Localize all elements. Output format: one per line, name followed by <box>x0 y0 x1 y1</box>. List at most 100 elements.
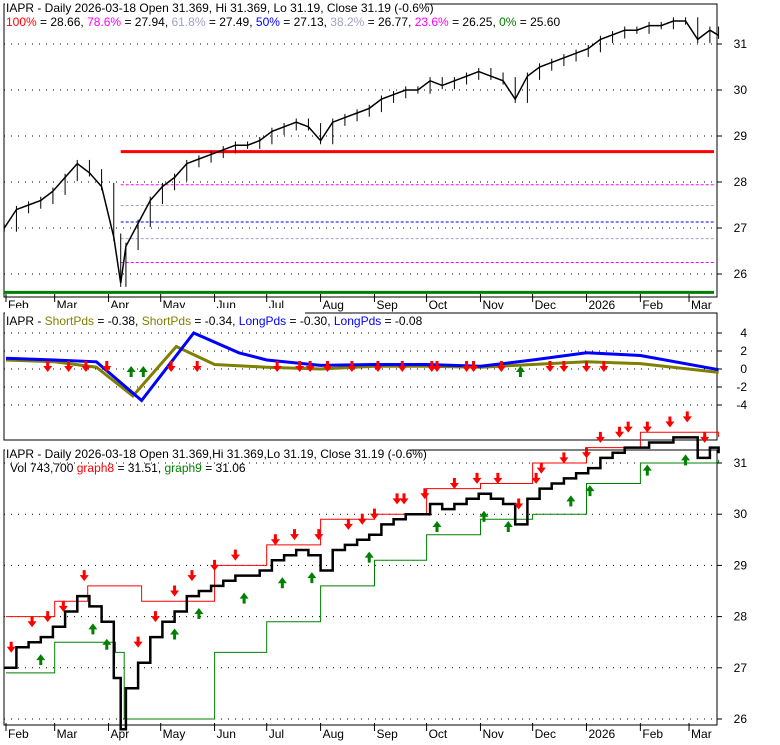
graph9-value: = 31.06 <box>202 461 246 475</box>
x-tick-label: Mar <box>57 727 78 741</box>
fib-level-label: 23.6% <box>415 15 449 29</box>
sell-arrow-icon <box>27 616 37 628</box>
sell-arrow-icon <box>392 493 402 505</box>
y-tick-label: 26 <box>734 267 748 281</box>
signal-panel: IAPR - Daily 2026-03-18 Open 31.369,Hi 3… <box>3 411 748 741</box>
y-tick-label: 30 <box>734 507 748 521</box>
fib-level-value: = 25.60 <box>516 15 560 29</box>
x-tick-label: Sep <box>376 727 398 741</box>
x-tick-label: Dec <box>535 298 556 312</box>
sell-arrow-icon <box>357 513 367 525</box>
x-tick-label: 2026 <box>588 298 615 312</box>
sell-arrow-icon <box>514 498 524 510</box>
sell-arrow-icon <box>581 361 591 372</box>
x-tick-label: Feb <box>8 727 29 741</box>
fib-level-label: 50% <box>256 15 280 29</box>
oscillator-series-label: ShortPds <box>142 314 191 328</box>
x-tick-label: Nov <box>482 298 503 312</box>
sell-arrow-icon <box>397 361 407 372</box>
fib-level-value: = 27.49, <box>206 15 256 29</box>
sell-arrow-icon <box>682 411 692 423</box>
fib-level-value: = 27.13, <box>280 15 330 29</box>
fib-level-label: 61.8% <box>171 15 205 29</box>
fib-level-value: = 27.94, <box>121 15 171 29</box>
x-tick-label: Aug <box>323 298 344 312</box>
x-tick-label: Feb <box>642 298 663 312</box>
fib-level-value: = 28.66, <box>37 15 87 29</box>
fib-level-value: = 26.25, <box>449 15 499 29</box>
x-tick-label: Oct <box>429 727 448 741</box>
sell-arrow-icon <box>187 570 197 582</box>
sell-arrow-icon <box>369 508 379 520</box>
sell-arrow-icon <box>545 361 555 372</box>
sell-arrow-icon <box>166 361 176 372</box>
sell-arrow-icon <box>43 611 53 623</box>
graph8-label: graph8 <box>77 461 115 475</box>
shortpds-line <box>5 344 719 399</box>
sell-arrow-icon <box>595 431 605 443</box>
sell-arrow-icon <box>314 529 324 541</box>
sell-arrow-icon <box>79 570 89 582</box>
sell-arrow-icon <box>623 421 633 433</box>
buy-arrow-icon <box>170 628 180 640</box>
sell-arrow-icon <box>493 472 503 484</box>
oscillator-series-value: = -0.34, <box>191 314 239 328</box>
oscillator-series-value: = -0.30, <box>286 314 334 328</box>
y-tick-label: 30 <box>734 83 748 97</box>
sell-arrow-icon <box>210 559 220 571</box>
sell-arrow-icon <box>427 361 437 372</box>
buy-arrow-icon <box>88 623 98 635</box>
buy-arrow-icon <box>515 366 525 377</box>
buy-arrow-icon <box>277 577 287 589</box>
sell-arrow-icon <box>559 452 569 464</box>
x-tick-label: Sep <box>376 298 398 312</box>
fib-level-value: = 26.77, <box>364 15 414 29</box>
buy-arrow-icon <box>585 485 595 497</box>
x-tick-label: Oct <box>429 298 448 312</box>
signal-panel-title: IAPR - Daily 2026-03-18 Open 31.369,Hi 3… <box>6 447 427 461</box>
sell-arrow-icon <box>343 518 353 530</box>
sell-arrow-icon <box>230 549 240 561</box>
sell-arrow-icon <box>64 361 74 372</box>
sell-arrow-icon <box>102 361 112 372</box>
y-tick-label: -2 <box>736 380 747 394</box>
sell-arrow-icon <box>449 477 459 489</box>
x-tick-label: Jul <box>269 727 284 741</box>
sell-arrow-icon <box>81 361 91 372</box>
graph9-label: graph9 <box>164 461 202 475</box>
y-tick-label: -4 <box>736 398 747 412</box>
buy-arrow-icon <box>479 510 489 522</box>
x-tick-label: Mar <box>691 298 712 312</box>
oscillator-series-label: LongPds <box>334 314 381 328</box>
fib-level-label: 38.2% <box>330 15 364 29</box>
x-tick-label: May <box>163 727 186 741</box>
y-tick-label: 28 <box>734 610 748 624</box>
buy-arrow-icon <box>194 608 204 619</box>
oscillator-legend: IAPR - ShortPds = -0.38, ShortPds = -0.3… <box>6 314 423 328</box>
sell-arrow-icon <box>192 361 202 372</box>
sell-arrow-icon <box>615 426 625 438</box>
y-tick-label: 31 <box>734 456 748 470</box>
buy-arrow-icon <box>503 520 513 532</box>
price-panel-title-bg <box>5 0 425 9</box>
sell-arrow-icon <box>559 361 569 372</box>
sell-arrow-icon <box>642 421 652 433</box>
sell-arrow-icon <box>305 361 315 372</box>
sell-arrow-icon <box>170 585 180 597</box>
sell-arrow-icon <box>700 431 710 443</box>
sell-arrow-icon <box>6 641 16 653</box>
y-tick-label: 27 <box>734 221 748 235</box>
y-tick-label: 31 <box>734 37 748 51</box>
sell-arrow-icon <box>599 361 609 372</box>
sell-arrow-icon <box>295 361 305 372</box>
buy-arrow-icon <box>681 454 691 466</box>
fib-level-label: 78.6% <box>87 15 121 29</box>
sell-arrow-icon <box>420 488 430 500</box>
sell-arrow-icon <box>472 472 482 484</box>
y-tick-label: 0 <box>740 362 747 376</box>
buy-arrow-icon <box>36 654 46 666</box>
buy-arrow-icon <box>432 520 442 532</box>
fib-level-label: 100% <box>6 15 37 29</box>
oscillator-series-label: ShortPds <box>45 314 94 328</box>
